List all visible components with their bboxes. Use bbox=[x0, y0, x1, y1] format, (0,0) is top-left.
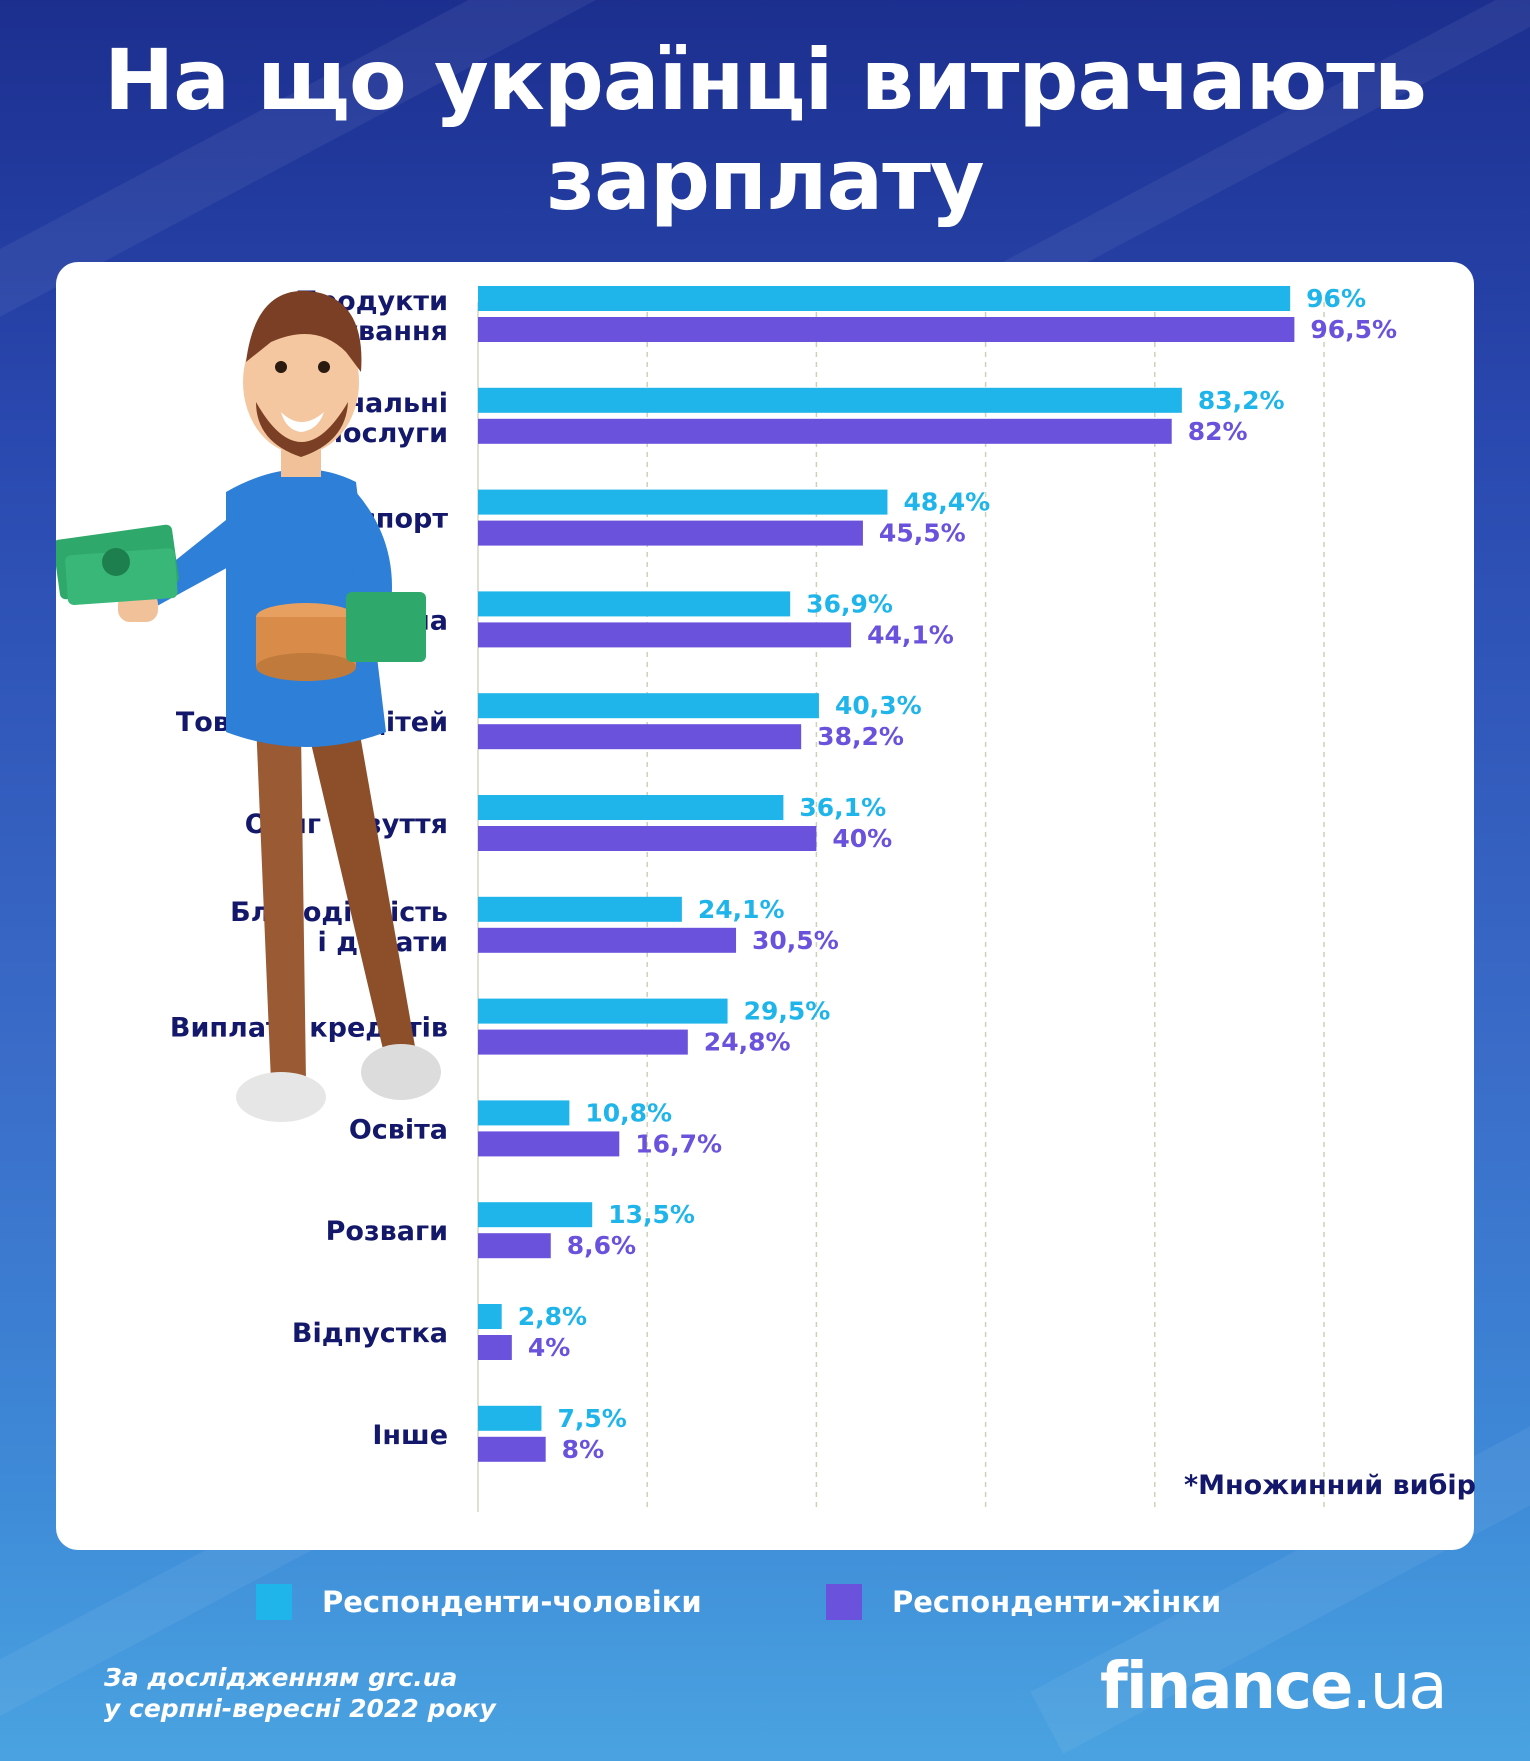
value-label-women: 8,6% bbox=[567, 1231, 636, 1260]
value-label-men: 29,5% bbox=[744, 997, 831, 1026]
bar-men bbox=[478, 795, 784, 820]
title-line-1: На що українці витрачають bbox=[103, 31, 1427, 129]
value-label-men: 36,1% bbox=[799, 793, 886, 822]
title-line-2: зарплату bbox=[546, 131, 984, 229]
bar-women bbox=[478, 1436, 546, 1462]
value-label-men: 83,2% bbox=[1198, 386, 1285, 415]
bar-men bbox=[478, 896, 682, 922]
finance-ua-logo: finance.ua bbox=[1100, 1650, 1448, 1724]
bar-men bbox=[478, 489, 888, 515]
value-label-women: 40% bbox=[832, 824, 892, 853]
value-label-men: 24,1% bbox=[698, 895, 785, 924]
bar-women bbox=[478, 724, 802, 750]
category-label: Освіта bbox=[349, 1114, 448, 1145]
bar-men bbox=[478, 591, 791, 617]
value-label-men: 7,5% bbox=[557, 1404, 626, 1433]
legend-label-women: Респонденти-жінки bbox=[892, 1585, 1222, 1619]
value-label-men: 2,8% bbox=[518, 1302, 587, 1331]
value-label-women: 24,8% bbox=[704, 1028, 791, 1057]
bar-women bbox=[478, 927, 737, 953]
category-label: Відпустка bbox=[292, 1318, 448, 1349]
bar-men bbox=[478, 1202, 593, 1228]
value-label-women: 38,2% bbox=[817, 722, 904, 751]
value-label-men: 96% bbox=[1306, 284, 1366, 313]
value-label-women: 8% bbox=[562, 1435, 604, 1464]
source-line-2: у серпні-вересні 2022 року bbox=[104, 1694, 496, 1723]
category-label: Інше bbox=[372, 1420, 448, 1451]
bar-men bbox=[478, 693, 819, 719]
page-title: На що українці витрачають зарплату bbox=[0, 30, 1530, 230]
legend-swatch-women bbox=[826, 1584, 862, 1620]
chart-legend: Респонденти-чоловіки Респонденти-жінки bbox=[0, 1582, 1530, 1632]
bar-men bbox=[478, 1304, 502, 1329]
source-note: За дослідженням grc.ua у серпні-вересні … bbox=[104, 1662, 496, 1724]
bar-men bbox=[478, 1100, 570, 1126]
value-label-women: 82% bbox=[1188, 417, 1248, 446]
bar-women bbox=[478, 826, 817, 851]
bar-men bbox=[478, 1405, 542, 1431]
logo-suffix: .ua bbox=[1351, 1650, 1447, 1724]
bar-women bbox=[478, 1233, 551, 1259]
source-line-1: За дослідженням grc.ua bbox=[104, 1663, 458, 1692]
value-label-women: 4% bbox=[528, 1333, 570, 1362]
bar-women bbox=[478, 520, 863, 546]
value-label-women: 30,5% bbox=[752, 926, 839, 955]
legend-label-men: Респонденти-чоловіки bbox=[322, 1585, 702, 1619]
value-label-women: 45,5% bbox=[879, 519, 966, 548]
bar-women bbox=[478, 1029, 688, 1055]
value-label-women: 44,1% bbox=[867, 620, 954, 649]
value-label-men: 10,8% bbox=[585, 1098, 672, 1127]
bar-men bbox=[478, 998, 728, 1024]
footnote-multiple-choice: *Множинний вибір bbox=[1184, 1470, 1476, 1501]
legend-item-men: Респонденти-чоловіки bbox=[256, 1582, 702, 1622]
value-label-women: 16,7% bbox=[635, 1129, 722, 1158]
value-label-men: 13,5% bbox=[608, 1200, 695, 1229]
legend-swatch-men bbox=[256, 1584, 292, 1620]
bar-men bbox=[478, 387, 1182, 413]
bar-women bbox=[478, 1131, 620, 1157]
bar-women bbox=[478, 418, 1172, 444]
value-label-men: 48,4% bbox=[903, 488, 990, 517]
value-label-men: 40,3% bbox=[835, 691, 922, 720]
legend-item-women: Респонденти-жінки bbox=[826, 1582, 1221, 1622]
bar-women bbox=[478, 1335, 512, 1360]
chart-card: Продуктихарчування96%96,5%Комунальніпосл… bbox=[56, 262, 1476, 1550]
bar-women bbox=[478, 622, 852, 648]
bar-women bbox=[478, 317, 1295, 342]
category-label: Розваги bbox=[326, 1216, 448, 1247]
value-label-men: 36,9% bbox=[806, 589, 893, 618]
man-with-money-illustration bbox=[56, 290, 441, 1122]
bar-men bbox=[478, 286, 1291, 311]
logo-main: finance bbox=[1100, 1650, 1353, 1724]
value-label-women: 96,5% bbox=[1310, 315, 1397, 344]
